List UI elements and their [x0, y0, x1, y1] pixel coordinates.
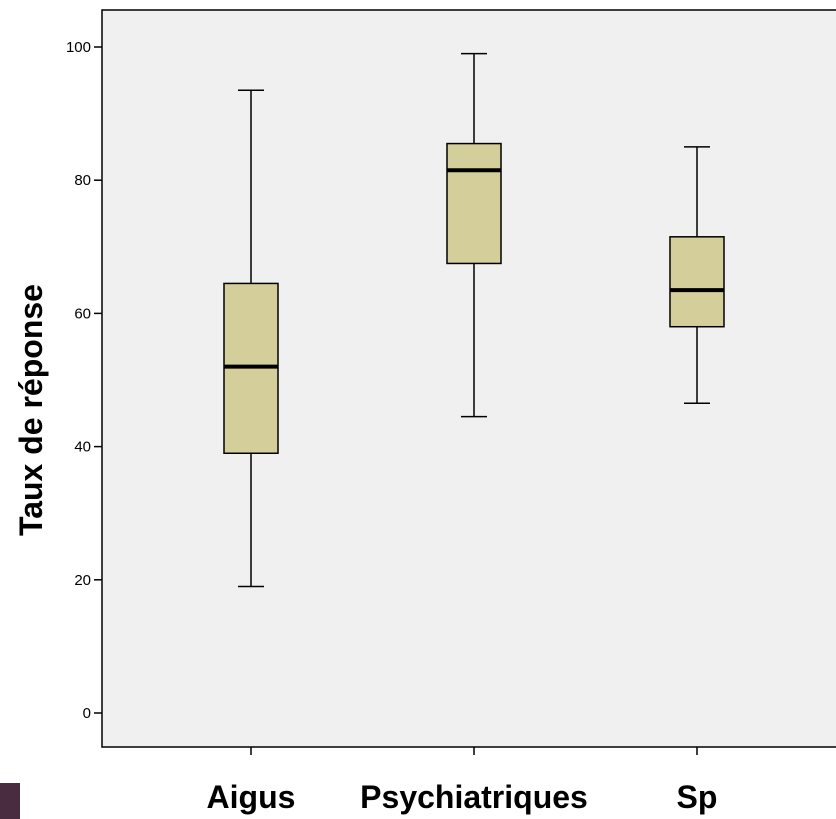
x-tick-label: Psychiatriques [360, 779, 588, 815]
box-aigus [223, 89, 279, 588]
x-tick-label: Aigus [207, 779, 296, 815]
y-tick-label: 40 [74, 439, 91, 456]
box-sp [669, 146, 725, 405]
y-tick-label: 0 [83, 705, 91, 722]
box-psychiatriques [446, 52, 502, 418]
corner-decoration [0, 783, 20, 819]
interquartile-box [669, 236, 725, 328]
y-tick-label: 80 [74, 172, 91, 189]
y-tick-label: 60 [74, 305, 91, 322]
y-tick-label: 20 [74, 572, 91, 589]
y-axis: 0 20 40 60 80 100 [66, 39, 102, 722]
x-axis: Aigus Psychiatriques Sp [207, 747, 718, 815]
y-axis-label: Taux de réponse [13, 284, 49, 536]
interquartile-box [446, 142, 502, 265]
x-tick-label: Sp [677, 779, 718, 815]
plot-area [101, 9, 836, 748]
boxes [223, 52, 725, 588]
y-tick-label: 100 [66, 39, 91, 56]
